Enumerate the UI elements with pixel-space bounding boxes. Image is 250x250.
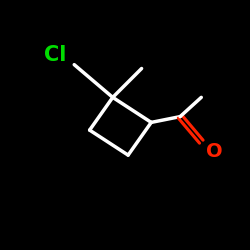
Text: O: O: [206, 142, 223, 161]
Text: Cl: Cl: [44, 45, 66, 65]
